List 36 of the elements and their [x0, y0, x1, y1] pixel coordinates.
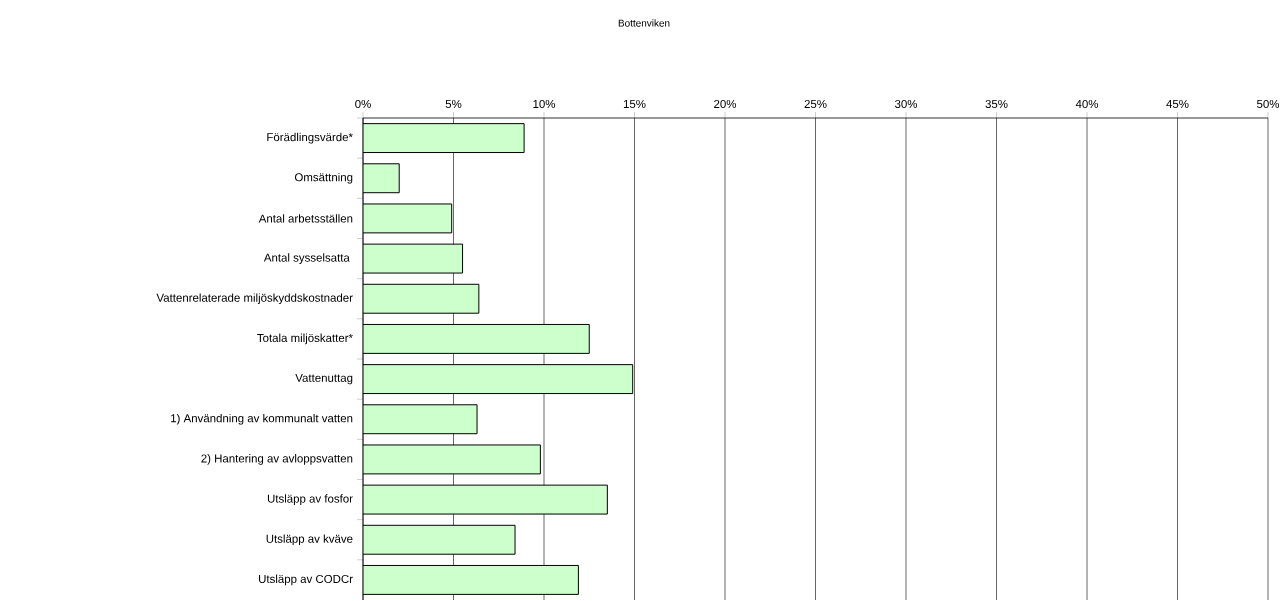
y-tick-label: Utsläpp av fosfor — [267, 494, 353, 505]
bar — [363, 203, 453, 234]
y-tick-label: Utsläpp av CODCr — [259, 574, 353, 586]
x-tick-label: 25% — [804, 99, 827, 108]
bar — [363, 444, 541, 475]
bar — [363, 163, 400, 194]
x-tick-label: 35% — [985, 99, 1008, 108]
x-tick-label: 40% — [1075, 99, 1099, 108]
y-tick-label: Antal sysselsatta — [263, 253, 350, 264]
bar — [363, 524, 516, 555]
bar — [363, 323, 590, 354]
y-tick-label: Förädlingsvärde* — [267, 132, 353, 144]
x-tick-label: 5% — [445, 99, 462, 108]
x-tick-label: 15% — [623, 99, 646, 108]
bar — [363, 364, 634, 395]
y-tick-label: Vattenuttag — [295, 373, 353, 385]
x-tick-label: 50% — [1256, 99, 1280, 108]
bar — [363, 564, 579, 595]
y-tick-label: Omsättning — [294, 172, 353, 184]
y-tick-label: Totala miljöskatter* — [257, 333, 353, 345]
x-tick-label: 0% — [355, 99, 371, 108]
y-tick-label: Antal arbetsställen — [258, 214, 353, 223]
bar — [363, 123, 525, 154]
x-tick-label: 20% — [714, 99, 737, 108]
bar — [363, 283, 480, 314]
x-tick-label: 30% — [894, 99, 918, 108]
x-tick-label: 10% — [533, 99, 556, 108]
y-tick-label: Utsläpp av kväve — [266, 534, 353, 546]
bar — [363, 404, 478, 435]
y-tick-label: 1) Användning av kommunalt vatten — [171, 413, 353, 425]
y-tick-label: Vattenrelaterade miljöskyddskostnader — [156, 293, 353, 305]
bar — [363, 484, 608, 515]
x-tick-label: 45% — [1166, 99, 1189, 108]
y-tick-label: 2) Hantering av avloppsvatten — [201, 454, 353, 465]
bar — [363, 243, 464, 274]
chart-title: Bottenviken — [618, 19, 670, 27]
